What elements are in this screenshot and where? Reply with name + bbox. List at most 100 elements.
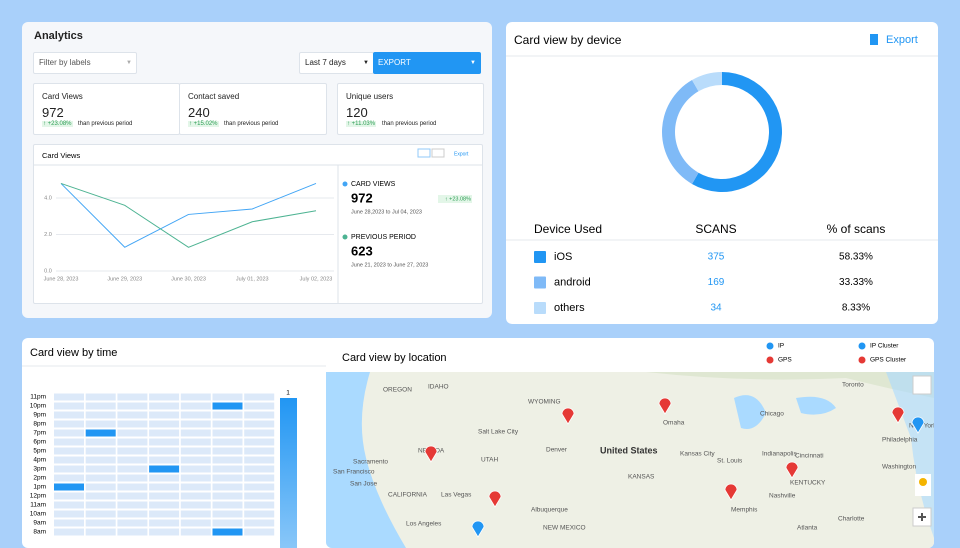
map-pin[interactable] xyxy=(658,397,672,415)
stat-label: Card Views xyxy=(42,92,83,101)
hour-label: 5pm xyxy=(33,448,46,455)
heat-cell xyxy=(212,402,243,410)
device-card: Card view by device Export Device Used S… xyxy=(506,22,938,324)
map-pin[interactable] xyxy=(424,445,438,463)
export-icon[interactable] xyxy=(870,34,878,45)
heat-cell xyxy=(85,474,116,482)
heat-cell xyxy=(149,519,180,527)
plus xyxy=(918,513,926,521)
heat-cell xyxy=(212,465,243,473)
heat-cell xyxy=(149,393,180,401)
heat-cell xyxy=(244,474,275,482)
title: Card view by time xyxy=(30,347,117,359)
map-pin[interactable] xyxy=(911,416,925,434)
scan-pct: 58.33% xyxy=(839,252,873,263)
title: Card view by device xyxy=(514,33,622,47)
place-label: KENTUCKY xyxy=(790,480,826,487)
legend-total: 972 xyxy=(351,190,373,205)
place-label: Nashville xyxy=(769,493,796,500)
change-badge xyxy=(438,195,472,203)
heat-cell xyxy=(54,456,84,464)
place-label: NEW MEXICO xyxy=(543,525,586,532)
title: Analytics xyxy=(34,30,83,42)
hour-label: 12pm xyxy=(30,493,46,500)
place-label: IDAHO xyxy=(428,384,449,391)
icon[interactable] xyxy=(417,148,431,158)
filter[interactable]: Filter by labels ▼ xyxy=(33,52,137,74)
map-pin[interactable] xyxy=(724,483,738,501)
hour-label: 8am xyxy=(33,529,46,536)
caret: ▼ xyxy=(363,60,369,66)
heat-cell xyxy=(54,411,84,419)
heat-cell xyxy=(117,447,148,455)
map-pin[interactable] xyxy=(785,461,799,479)
legend-pin xyxy=(766,342,774,350)
heat-cell xyxy=(180,519,211,527)
export-button[interactable]: EXPORT ▼ xyxy=(373,52,481,74)
heat-cell xyxy=(149,438,180,446)
heat-cell xyxy=(54,483,84,491)
heat-cell xyxy=(54,465,84,473)
map-pin[interactable] xyxy=(471,520,485,538)
line-chart: Card Views Export 0.0 2.0 4.0 June 28, 2023… xyxy=(34,148,482,303)
hour-label: 9pm xyxy=(33,412,46,419)
heat-cell xyxy=(117,456,148,464)
heat-cell xyxy=(180,402,211,410)
scan-pct: 33.33% xyxy=(839,277,873,288)
caret: ▼ xyxy=(470,60,476,66)
hour-label: 8pm xyxy=(33,421,46,428)
map-pin[interactable] xyxy=(891,406,905,424)
heat-cell xyxy=(180,411,211,419)
stat-note: than previous period xyxy=(78,121,133,127)
donut-slice xyxy=(692,72,722,92)
legend-total: 623 xyxy=(351,243,373,258)
heat-cell xyxy=(244,501,275,509)
place-label: St. Louis xyxy=(717,458,743,465)
heat-cell xyxy=(85,456,116,464)
export-link[interactable]: Export xyxy=(886,34,918,46)
heat-cell xyxy=(149,420,180,428)
map: Card view by location IP IP Cluster GPS GPS… xyxy=(326,342,934,548)
scan-count: 169 xyxy=(708,277,725,288)
heat-cell xyxy=(212,528,243,536)
fullscreen[interactable] xyxy=(912,375,932,395)
heat-cell xyxy=(149,456,180,464)
heat-cell xyxy=(85,510,116,518)
heat-cell xyxy=(54,528,84,536)
filter-text: Filter by labels xyxy=(39,58,91,67)
time-card: Card view by time 11pm 10pm 9pm 8pm 7pm 6pm 5p… xyxy=(22,338,336,548)
y-tick-label: 0.0 xyxy=(44,268,52,274)
heat-cell xyxy=(212,447,243,455)
hour-label: 2pm xyxy=(33,475,46,482)
place-label: Toronto xyxy=(842,382,864,389)
heat-cell xyxy=(180,492,211,500)
heat-cell xyxy=(212,492,243,500)
place-label: San Jose xyxy=(350,481,377,488)
range-select[interactable]: Last 7 days ▼ xyxy=(299,52,374,74)
legend-swatch xyxy=(534,302,546,314)
hour-label: 3pm xyxy=(33,466,46,473)
legend-name: CARD VIEWS xyxy=(351,181,396,188)
heat-cell xyxy=(117,510,148,518)
device-chart: Card view by device Export Device Used S… xyxy=(506,33,938,314)
heat-cell xyxy=(180,393,211,401)
legend-pin xyxy=(766,356,774,364)
heat-cell xyxy=(180,510,211,518)
legend-dot xyxy=(342,234,348,240)
heat-cell xyxy=(117,402,148,410)
heat-cell xyxy=(117,420,148,428)
heat-cell xyxy=(244,438,275,446)
lakes xyxy=(734,395,836,429)
hour-label: 10pm xyxy=(30,403,46,410)
title: Card view by location xyxy=(342,352,447,364)
export-link[interactable]: Export xyxy=(454,151,469,157)
icon[interactable] xyxy=(431,148,445,158)
heat-cell xyxy=(244,429,275,437)
map-pin[interactable] xyxy=(561,407,575,425)
place-label: Atlanta xyxy=(797,525,818,532)
heat-cell xyxy=(85,420,116,428)
heat-cell xyxy=(117,528,148,536)
place-label: Indianapolis xyxy=(762,451,797,458)
scan-count: 34 xyxy=(710,303,722,314)
map-pin[interactable] xyxy=(488,490,502,508)
